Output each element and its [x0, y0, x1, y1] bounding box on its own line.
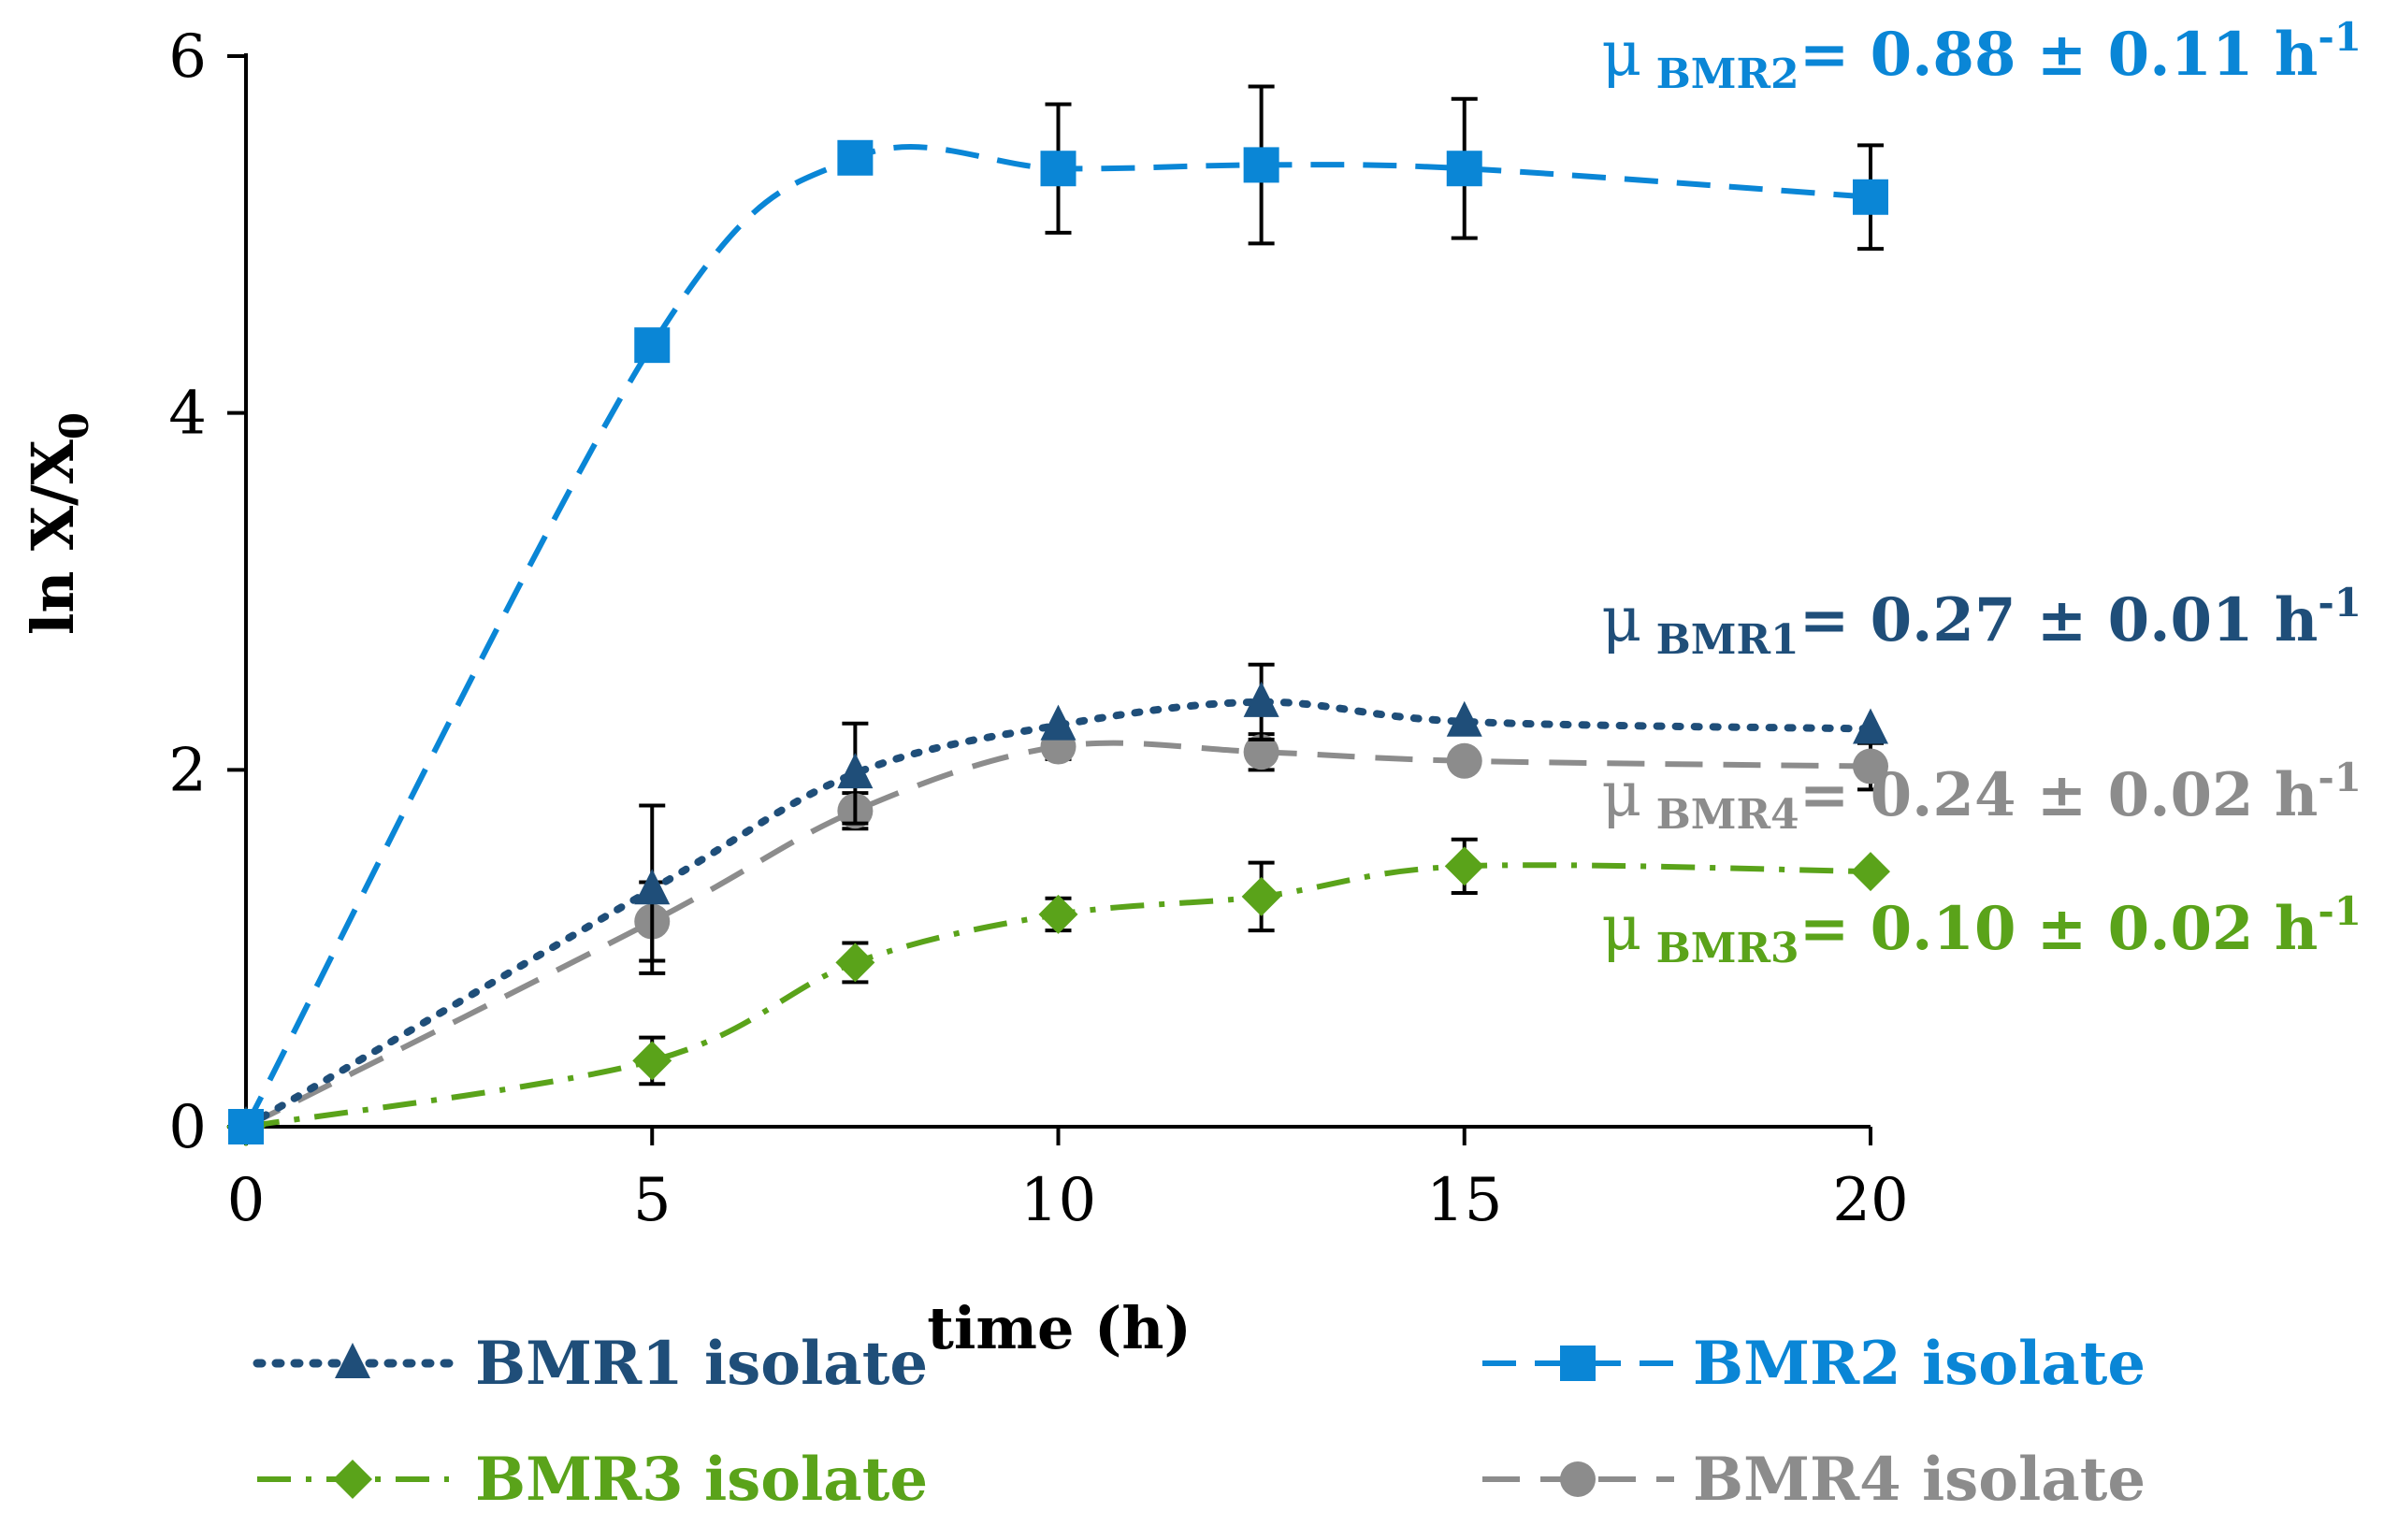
data-point-bmr2 — [837, 139, 874, 176]
mu-annotation-bmr1: μ BMR1= 0.27 ± 0.01 h-1 — [1601, 580, 2362, 664]
mu-subscript: BMR2 — [1641, 50, 1799, 98]
x-axis-label: time (h) — [927, 1294, 1192, 1362]
data-point-bmr4 — [1446, 742, 1482, 779]
series-layer — [226, 84, 1890, 1146]
mu-superscript: -1 — [2318, 888, 2362, 934]
y-tick-label: 4 — [168, 380, 207, 449]
mu-symbol: μ — [1601, 583, 1641, 655]
mu-superscript: -1 — [2318, 14, 2362, 60]
data-point-bmr3 — [1444, 846, 1484, 886]
data-point-bmr1 — [1446, 700, 1482, 737]
x-tick-label: 5 — [633, 1166, 672, 1235]
legend-label-bmr3: BMR3 isolate — [475, 1445, 928, 1515]
mu-value: = 0.24 ± 0.02 h — [1799, 760, 2319, 830]
y-tick-label: 2 — [168, 736, 207, 805]
mu-superscript: -1 — [2318, 580, 2362, 626]
mu-symbol: μ — [1601, 892, 1641, 964]
data-point-bmr1 — [1853, 708, 1888, 744]
mu-annotation-bmr4: μ BMR4= 0.24 ± 0.02 h-1 — [1601, 755, 2362, 839]
series-bmr1 — [228, 662, 1888, 1142]
legend-marker-bmr2 — [1560, 1346, 1596, 1381]
y-tick-label: 0 — [168, 1093, 207, 1162]
mu-subscript: BMR3 — [1641, 925, 1799, 972]
data-point-bmr1 — [1040, 704, 1076, 741]
data-point-bmr1 — [837, 753, 874, 789]
y-axis-label: ln X/X0 — [19, 412, 97, 635]
x-tick-label: 0 — [227, 1166, 266, 1235]
series-bmr3 — [226, 837, 1890, 1146]
legend-label-bmr4: BMR4 isolate — [1693, 1445, 2146, 1515]
legend-item-bmr4: BMR4 isolate — [1482, 1445, 2146, 1515]
legend-label-bmr2: BMR2 isolate — [1693, 1329, 2146, 1399]
legend-marker-bmr4 — [1560, 1461, 1596, 1497]
y-axis-label-subscript: 0 — [51, 412, 97, 439]
mu-annotation-bmr2: μ BMR2= 0.88 ± 0.11 h-1 — [1601, 14, 2362, 98]
data-point-bmr3 — [1241, 876, 1281, 916]
data-point-bmr1 — [634, 869, 671, 905]
mu-value: = 0.10 ± 0.02 h — [1799, 894, 2319, 964]
x-tick-label: 20 — [1832, 1166, 1908, 1235]
mu-superscript: -1 — [2318, 755, 2362, 800]
y-tick-label: 6 — [168, 22, 207, 92]
labels-layer: time (h)ln X/X0μ BMR1= 0.27 ± 0.01 h-1μ … — [19, 14, 2362, 1362]
data-point-bmr3 — [1851, 852, 1890, 892]
mu-subscript: BMR1 — [1641, 616, 1799, 664]
mu-subscript: BMR4 — [1641, 791, 1799, 839]
legend-label-bmr1: BMR1 isolate — [475, 1329, 928, 1399]
legend-marker-bmr1 — [335, 1343, 370, 1378]
data-point-bmr2 — [1243, 147, 1279, 183]
mu-symbol: μ — [1601, 758, 1641, 830]
axes-layer: 0 2 4 6 0 5 10 15 20 — [168, 22, 1908, 1235]
data-point-bmr2 — [228, 1109, 264, 1144]
mu-value: = 0.88 ± 0.11 h — [1799, 20, 2319, 90]
data-point-bmr3 — [1038, 894, 1078, 934]
data-point-bmr2 — [1446, 151, 1482, 187]
data-point-bmr4 — [1243, 734, 1279, 770]
mu-symbol: μ — [1601, 18, 1641, 90]
legend-item-bmr3: BMR3 isolate — [257, 1445, 928, 1515]
series-bmr2 — [228, 84, 1888, 1144]
data-point-bmr3 — [835, 943, 875, 983]
legend-marker-bmr3 — [333, 1460, 372, 1499]
y-axis-label-main: ln X/X — [19, 439, 87, 635]
data-point-bmr4 — [1853, 748, 1888, 784]
legend-item-bmr1: BMR1 isolate — [253, 1329, 928, 1399]
mu-annotation-bmr3: μ BMR3= 0.10 ± 0.02 h-1 — [1601, 888, 2362, 972]
legend-item-bmr2: BMR2 isolate — [1482, 1329, 2146, 1399]
x-tick-label: 15 — [1426, 1166, 1502, 1235]
series-line-bmr1 — [242, 698, 1874, 1130]
data-point-bmr3 — [632, 1041, 672, 1081]
mu-value: = 0.27 ± 0.01 h — [1799, 585, 2319, 655]
data-point-bmr1 — [1243, 681, 1279, 717]
legend-layer: BMR1 isolate BMR2 isolate BMR3 isolate BMR4… — [253, 1329, 2146, 1515]
data-point-bmr2 — [1040, 151, 1076, 187]
data-point-bmr2 — [1853, 179, 1888, 215]
data-point-bmr2 — [634, 327, 671, 364]
x-tick-label: 10 — [1020, 1166, 1096, 1235]
